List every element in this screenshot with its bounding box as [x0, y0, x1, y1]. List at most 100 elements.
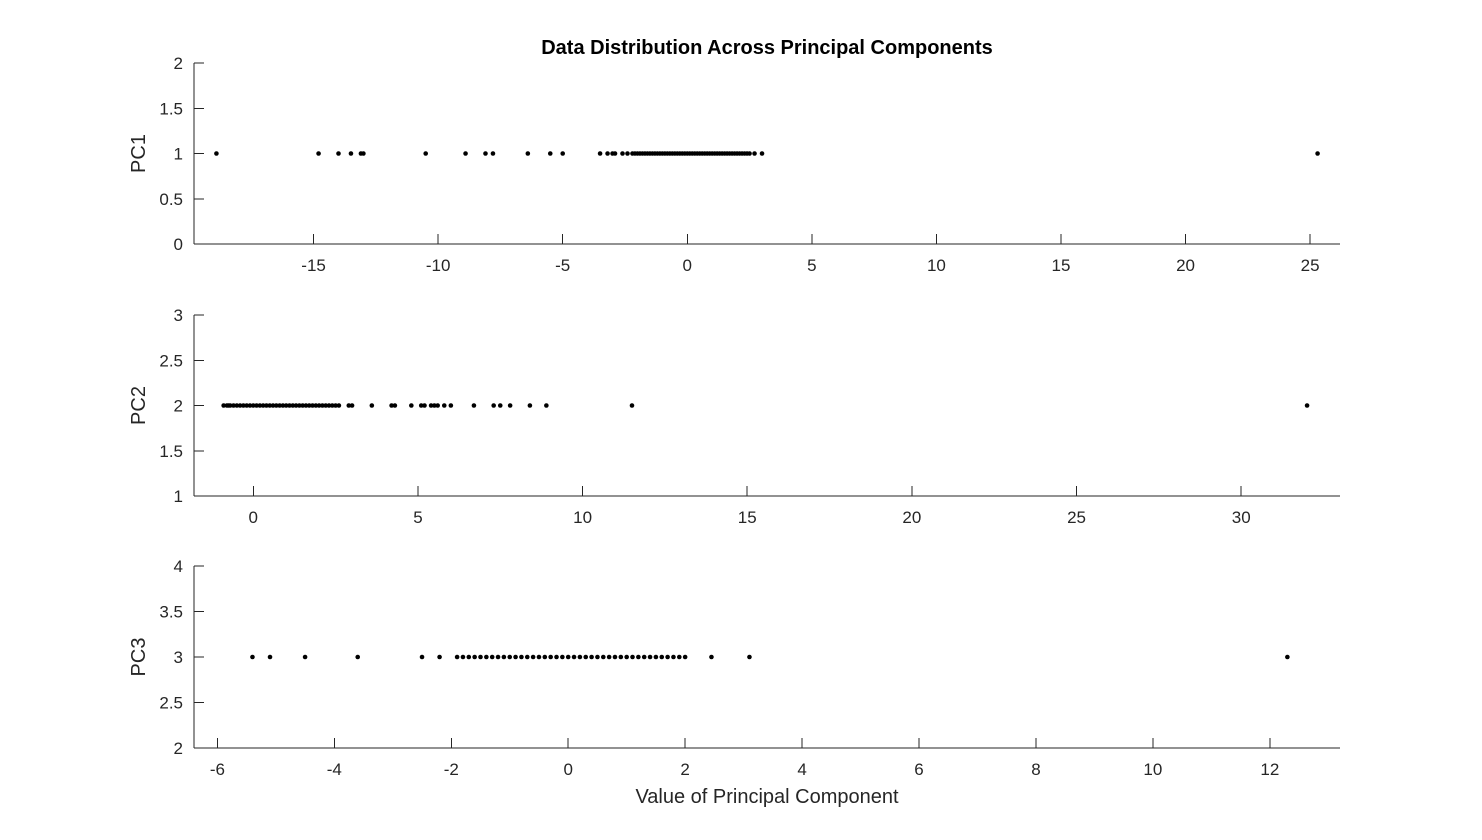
- x-tick-label: 0: [563, 760, 572, 779]
- data-point: [214, 151, 219, 156]
- y-tick-label: 0: [174, 235, 183, 254]
- y-tick-label: 2: [174, 739, 183, 758]
- x-tick-label: 15: [738, 508, 757, 527]
- data-point: [618, 654, 624, 660]
- data-point: [513, 654, 518, 660]
- x-tick-label: 10: [927, 256, 946, 275]
- data-point: [237, 403, 243, 408]
- x-tick-label: 0: [249, 508, 258, 527]
- data-point: [280, 403, 286, 408]
- subplot-1: 0 0.5 1 1.5 2 -15 -10 -5 0 5 10 15 20 25 PC1: [128, 54, 1340, 275]
- x-tick-label: 10: [1143, 760, 1162, 779]
- x-tick-label: -10: [426, 256, 451, 275]
- x-tick-label: -2: [444, 760, 459, 779]
- data-point: [227, 403, 233, 408]
- data-point: [554, 654, 559, 660]
- data-point: [313, 403, 319, 408]
- data-point: [274, 403, 279, 408]
- data-point: [472, 654, 477, 660]
- data-point: [283, 403, 289, 408]
- data-point: [330, 403, 335, 408]
- subplots: 00.511.52-15 -10 -5 0 5 10 15 20 25PC111.522.530…: [128, 54, 1340, 779]
- data-point: [392, 403, 398, 408]
- data-point: [524, 654, 530, 660]
- x-tick-label: 25: [1067, 508, 1086, 527]
- data-point: [507, 403, 513, 408]
- y-tick-label: 2.5: [159, 351, 183, 370]
- data-point: [264, 403, 269, 408]
- y-tick-label: 1: [174, 487, 183, 506]
- data-point: [346, 403, 352, 408]
- x-tick-label: 5: [413, 508, 422, 527]
- y-tick-label: 1.5: [159, 442, 183, 461]
- data-point: [676, 654, 682, 660]
- data-point: [297, 403, 302, 408]
- data-point: [752, 151, 757, 156]
- data-point: [605, 151, 610, 156]
- data-point: [612, 151, 618, 156]
- data-point: [369, 403, 375, 408]
- y-tick-label: 1: [174, 145, 183, 164]
- subplot-3: 2 2.5 3 3.5 4 -6 -4 -2 0 2 4 6 8 10 12 PC3: [128, 557, 1340, 779]
- data-point: [530, 654, 536, 660]
- data-point: [428, 403, 434, 408]
- x-tick-label: 4: [797, 760, 806, 779]
- data-point: [497, 403, 503, 408]
- data-point: [709, 654, 714, 660]
- data-point: [483, 151, 488, 156]
- data-point: [290, 403, 296, 408]
- data-point: [437, 654, 442, 660]
- data-point: [671, 654, 676, 660]
- y-axis-title: PC2: [128, 386, 150, 425]
- data-point: [326, 403, 332, 408]
- data-point: [419, 654, 425, 660]
- data-point: [560, 654, 565, 660]
- data-point: [270, 403, 276, 408]
- data-point: [247, 403, 253, 408]
- data-point: [491, 403, 496, 408]
- data-point: [565, 654, 571, 660]
- data-point: [544, 403, 549, 408]
- data-point: [250, 654, 255, 660]
- x-tick-label: -5: [555, 256, 570, 275]
- x-tick-label: 30: [1232, 508, 1251, 527]
- x-tick-label: 8: [1031, 760, 1040, 779]
- data-point: [595, 654, 600, 660]
- data-point: [306, 403, 312, 408]
- data-point: [647, 654, 653, 660]
- data-point: [333, 403, 338, 408]
- data-point: [747, 151, 752, 156]
- data-point: [355, 654, 361, 660]
- data-point: [466, 654, 472, 660]
- data-point: [501, 654, 507, 660]
- x-tick-label: -6: [210, 760, 225, 779]
- data-point: [624, 654, 629, 660]
- data-point: [597, 151, 603, 156]
- y-axis-title: PC3: [128, 638, 150, 677]
- data-point: [625, 151, 630, 156]
- data-point: [629, 403, 635, 408]
- data-point: [536, 654, 542, 660]
- data-point: [653, 654, 659, 660]
- data-point: [302, 654, 308, 660]
- data-point: [548, 654, 553, 660]
- data-point: [241, 403, 246, 408]
- data-point: [316, 151, 321, 156]
- data-point: [527, 403, 533, 408]
- data-point: [234, 403, 240, 408]
- data-point: [1315, 151, 1320, 156]
- y-tick-label: 2: [174, 54, 183, 73]
- y-tick-label: 2: [174, 397, 183, 416]
- data-point: [460, 654, 466, 660]
- x-tick-label: -15: [301, 256, 326, 275]
- x-tick-label: 20: [902, 508, 921, 527]
- data-point: [659, 654, 665, 660]
- y-tick-label: 2.5: [159, 694, 183, 713]
- data-point: [422, 403, 427, 408]
- data-point: [1285, 654, 1290, 660]
- data-point: [336, 403, 342, 408]
- x-axis-title: Value of Principal Component: [635, 786, 899, 808]
- data-point: [231, 403, 236, 408]
